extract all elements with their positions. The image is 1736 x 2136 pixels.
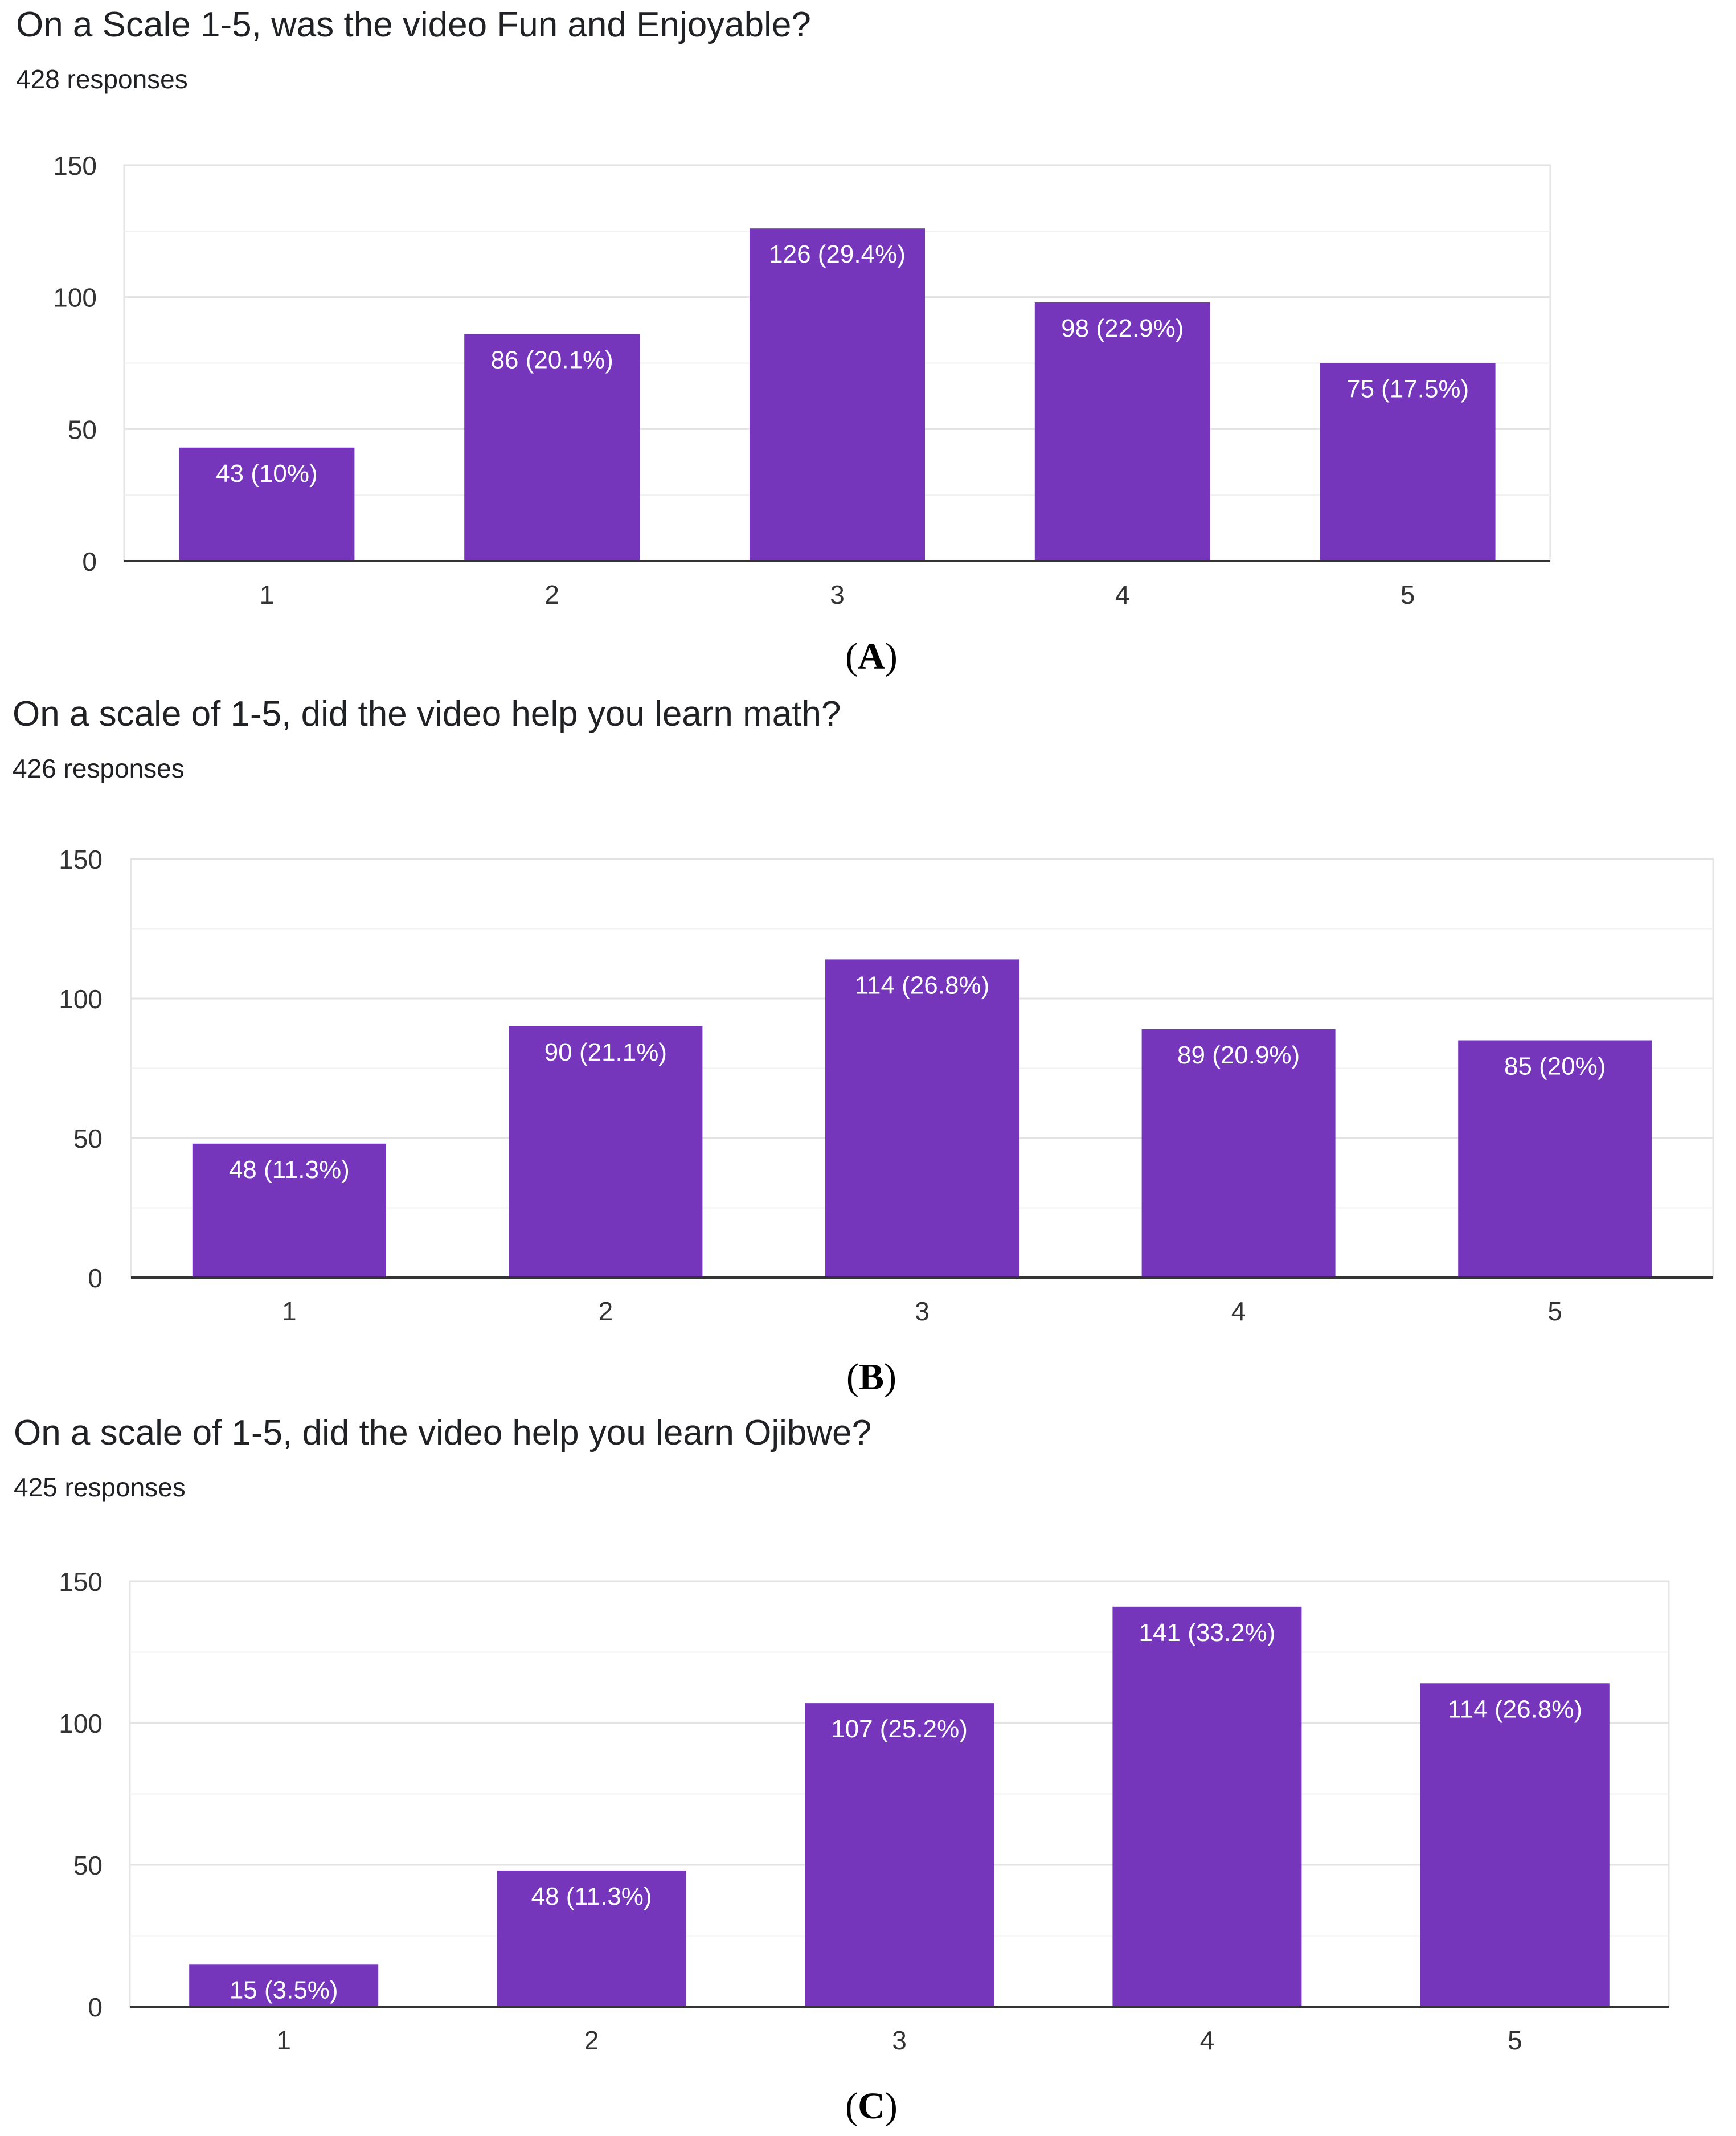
- y-tick-label: 0: [88, 1263, 103, 1293]
- x-tick-label: 3: [892, 2025, 907, 2055]
- y-tick-label: 100: [59, 984, 103, 1014]
- y-tick-label: 50: [73, 1124, 103, 1153]
- data-label: 90 (21.1%): [544, 1038, 667, 1066]
- response-count: 425 responses: [14, 1472, 186, 1502]
- data-label: 98 (22.9%): [1061, 314, 1184, 342]
- data-label: 89 (20.9%): [1177, 1041, 1300, 1069]
- data-label: 114 (26.8%): [1448, 1695, 1582, 1723]
- bar: [750, 228, 925, 561]
- x-tick-label: 2: [599, 1296, 613, 1326]
- bar: [192, 1143, 386, 1278]
- y-tick-label: 150: [59, 845, 103, 874]
- x-tick-label: 3: [915, 1296, 930, 1326]
- data-label: 48 (11.3%): [229, 1156, 350, 1184]
- bar: [1420, 1683, 1610, 2007]
- x-tick-label: 2: [584, 2025, 599, 2055]
- y-tick-label: 150: [53, 151, 97, 181]
- y-tick-label: 50: [73, 1851, 103, 1880]
- data-label: 141 (33.2%): [1139, 1619, 1276, 1647]
- y-tick-label: 100: [53, 283, 97, 313]
- data-label: 43 (10%): [216, 460, 318, 488]
- data-label: 15 (3.5%): [230, 1976, 338, 2004]
- data-label: 126 (29.4%): [769, 240, 906, 268]
- y-tick-label: 0: [88, 1992, 103, 2022]
- data-label: 86 (20.1%): [491, 346, 613, 374]
- bar: [1112, 1606, 1302, 2007]
- x-tick-label: 5: [1401, 580, 1415, 609]
- data-label: 75 (17.5%): [1346, 375, 1469, 403]
- y-tick-label: 100: [59, 1709, 103, 1738]
- x-tick-label: 1: [276, 2025, 291, 2055]
- bar: [1458, 1040, 1652, 1278]
- x-tick-label: 5: [1508, 2025, 1522, 2055]
- x-tick-label: 4: [1200, 2025, 1215, 2055]
- x-tick-label: 3: [830, 580, 845, 609]
- y-tick-label: 150: [59, 1567, 103, 1597]
- chart-title: On a Scale 1-5, was the video Fun and En…: [16, 5, 811, 44]
- bar-chart: 0 50 100 150 43 (10%) 1 86 (20.1%) 2 126 (29.4%)…: [53, 151, 1551, 609]
- panel-label: (C): [845, 2085, 898, 2127]
- y-tick-label: 0: [82, 547, 97, 576]
- x-tick-label: 4: [1231, 1296, 1246, 1326]
- bar: [179, 447, 355, 561]
- x-tick-label: 2: [544, 580, 559, 609]
- y-tick-label: 50: [68, 415, 97, 444]
- bar: [189, 1964, 379, 2007]
- panel-label: (B): [846, 1356, 896, 1398]
- bar-chart: 0 50 100 150 48 (11.3%) 1 90 (21.1%) 2 114 (26.8…: [59, 845, 1714, 1326]
- data-label: 107 (25.2%): [831, 1715, 968, 1743]
- chart-title: On a scale of 1-5, did the video help yo…: [13, 694, 841, 734]
- bar: [464, 334, 640, 561]
- data-label: 48 (11.3%): [531, 1883, 652, 1910]
- bar: [509, 1026, 703, 1278]
- x-tick-label: 1: [282, 1296, 297, 1326]
- chart-title: On a scale of 1-5, did the video help yo…: [14, 1413, 872, 1452]
- bar: [1141, 1029, 1336, 1278]
- panel-label: (A): [845, 636, 898, 677]
- bar: [1034, 302, 1210, 561]
- data-label: 114 (26.8%): [855, 971, 989, 999]
- bar: [805, 1703, 994, 2007]
- response-count: 426 responses: [13, 754, 185, 783]
- x-tick-label: 5: [1547, 1296, 1562, 1326]
- x-tick-label: 4: [1115, 580, 1130, 609]
- response-count: 428 responses: [16, 64, 188, 94]
- data-label: 85 (20%): [1504, 1053, 1606, 1081]
- bar: [825, 959, 1019, 1278]
- bar: [1320, 363, 1496, 561]
- x-tick-label: 1: [260, 580, 275, 609]
- bar: [497, 1870, 686, 2007]
